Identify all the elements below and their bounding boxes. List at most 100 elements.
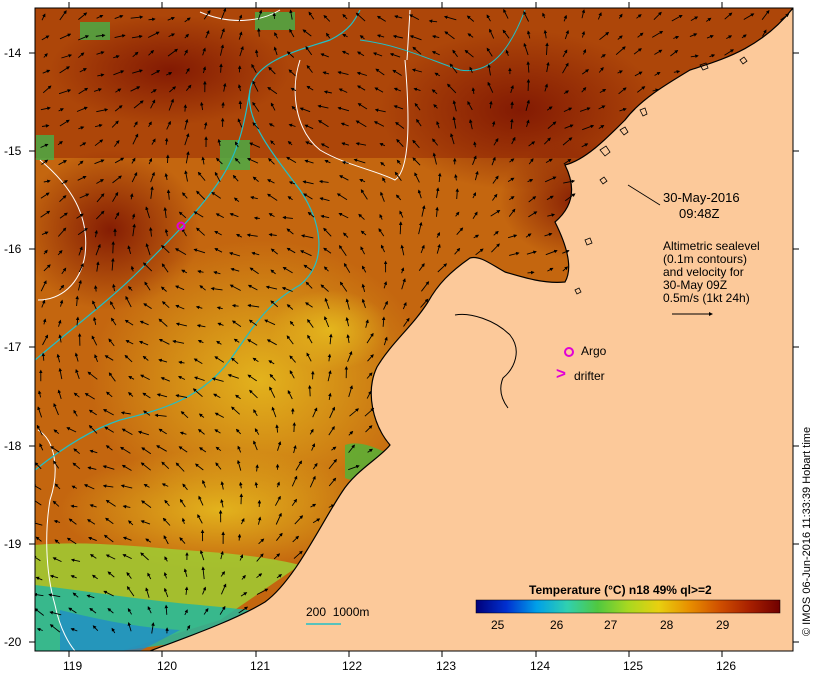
velocity-vector (120, 484, 133, 489)
velocity-vector (106, 391, 113, 398)
velocity-vector (546, 61, 550, 73)
lon-label: 123 (436, 659, 457, 673)
velocity-vector (194, 376, 205, 381)
velocity-vector (70, 558, 81, 563)
velocity-vector (365, 425, 373, 433)
velocity-vector (164, 604, 169, 615)
velocity-vector (379, 143, 386, 147)
velocity-vector (273, 553, 281, 560)
velocity-vector (654, 49, 663, 55)
velocity-vector (360, 246, 365, 255)
velocity-vector (598, 125, 605, 129)
velocity-vector (40, 143, 49, 148)
velocity-vector (131, 34, 143, 39)
velocity-vector (431, 89, 438, 95)
velocity-vector (305, 302, 313, 308)
velocity-vector (323, 227, 332, 237)
velocity-vector (35, 462, 42, 470)
velocity-vector (43, 53, 48, 58)
velocity-vector (120, 446, 131, 454)
velocity-vector (320, 214, 330, 219)
velocity-vector (416, 118, 422, 127)
velocity-vector (77, 160, 84, 166)
velocity-vector (562, 49, 568, 58)
velocity-vector (121, 428, 133, 435)
velocity-vector (341, 142, 350, 146)
velocity-vector (182, 192, 188, 199)
velocity-vector (270, 300, 279, 308)
velocity-vector (493, 138, 499, 146)
velocity-vector (340, 122, 349, 127)
velocity-vector (252, 176, 259, 182)
velocity-vector (104, 355, 114, 361)
velocity-vector (95, 243, 101, 256)
velocity-vector (158, 318, 168, 327)
velocity-vector (214, 429, 221, 434)
velocity-vector (92, 316, 97, 325)
velocity-vector (128, 376, 135, 380)
velocity-vector (41, 124, 50, 128)
velocity-vector (158, 338, 170, 345)
velocity-vector (327, 370, 332, 382)
velocity-vector (41, 299, 46, 308)
velocity-vector (617, 35, 623, 40)
velocity-vector (329, 333, 333, 345)
altimetry-note: Altimetric sealevel (0.1m contours) and … (663, 240, 760, 305)
velocity-vector (78, 126, 85, 130)
velocity-vector (338, 212, 349, 219)
velocity-vector (526, 250, 537, 255)
velocity-vector (160, 286, 167, 292)
velocity-vector (329, 406, 336, 419)
velocity-vector (394, 15, 403, 19)
coastline-islands (574, 56, 748, 295)
velocity-vector (148, 121, 152, 128)
velocity-vector (111, 257, 115, 271)
velocity-vector (36, 627, 43, 632)
velocity-vector (741, 34, 747, 39)
velocity-vector (428, 19, 438, 24)
velocity-vector (240, 592, 248, 597)
velocity-vector (131, 157, 136, 164)
velocity-vector (199, 285, 206, 291)
velocity-vector (89, 607, 97, 614)
velocity-vector (102, 465, 115, 470)
velocity-vector (89, 449, 98, 454)
velocity-vector (473, 141, 477, 148)
velocity-vector (689, 33, 698, 38)
velocity-vector (302, 180, 314, 185)
velocity-vector (236, 233, 243, 238)
velocity-vector (343, 262, 351, 273)
velocity-vector (184, 49, 188, 56)
velocity-vector (229, 284, 241, 291)
lon-label: 120 (157, 659, 178, 673)
velocity-vector (420, 298, 429, 308)
velocity-vector (348, 385, 353, 398)
velocity-vector (337, 70, 349, 76)
velocity-vector (178, 446, 188, 453)
velocity-vector (58, 367, 63, 380)
velocity-vector (95, 33, 106, 38)
velocity-vector (762, 29, 767, 37)
velocity-vector (179, 537, 186, 544)
velocity-vector (59, 299, 64, 307)
sealevel-contour-2 (294, 59, 409, 181)
velocity-vector (328, 458, 337, 470)
velocity-vector (409, 14, 420, 20)
velocity-vector (203, 121, 208, 130)
velocity-vector (66, 537, 77, 545)
velocity-vector (542, 12, 546, 19)
velocity-vector (151, 138, 156, 145)
velocity-vector (140, 374, 150, 381)
velocity-vector (250, 195, 258, 200)
velocity-vector (399, 210, 404, 218)
lat-label: -20 (4, 635, 22, 649)
velocity-vector (175, 285, 185, 291)
velocity-vector (164, 499, 170, 507)
velocity-vector (464, 49, 474, 58)
velocity-vector (215, 462, 222, 470)
velocity-vector (253, 409, 258, 417)
velocity-vector (511, 136, 516, 145)
velocity-vector (396, 159, 401, 165)
velocity-vector (148, 157, 153, 165)
velocity-vector (359, 178, 366, 183)
